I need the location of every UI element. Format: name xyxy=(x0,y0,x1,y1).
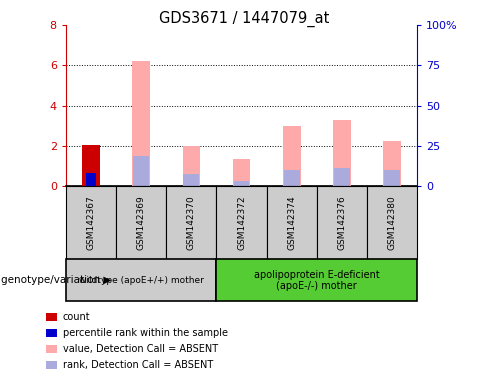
Bar xyxy=(283,126,301,186)
Text: GSM142374: GSM142374 xyxy=(287,195,296,250)
Bar xyxy=(384,141,401,186)
Bar xyxy=(234,180,249,186)
Bar xyxy=(333,120,351,186)
Bar xyxy=(284,170,300,186)
Text: GSM142380: GSM142380 xyxy=(387,195,397,250)
Bar xyxy=(132,61,150,186)
Bar xyxy=(183,146,200,186)
Text: GSM142370: GSM142370 xyxy=(187,195,196,250)
Text: count: count xyxy=(63,312,91,322)
Text: percentile rank within the sample: percentile rank within the sample xyxy=(63,328,228,338)
Bar xyxy=(384,170,400,186)
Bar xyxy=(334,169,350,186)
Bar xyxy=(86,173,96,186)
Bar xyxy=(233,159,250,186)
Bar xyxy=(82,145,100,186)
Bar xyxy=(183,174,199,186)
Bar xyxy=(133,156,149,186)
Text: wildtype (apoE+/+) mother: wildtype (apoE+/+) mother xyxy=(79,276,203,285)
Text: GSM142372: GSM142372 xyxy=(237,195,246,250)
Text: value, Detection Call = ABSENT: value, Detection Call = ABSENT xyxy=(63,344,218,354)
Text: GDS3671 / 1447079_at: GDS3671 / 1447079_at xyxy=(159,11,329,27)
Text: GSM142369: GSM142369 xyxy=(137,195,146,250)
Text: GSM142376: GSM142376 xyxy=(337,195,346,250)
Text: genotype/variation ▶: genotype/variation ▶ xyxy=(1,275,111,285)
Text: rank, Detection Call = ABSENT: rank, Detection Call = ABSENT xyxy=(63,360,213,370)
Text: apolipoprotein E-deficient
(apoE-/-) mother: apolipoprotein E-deficient (apoE-/-) mot… xyxy=(254,270,380,291)
Text: GSM142367: GSM142367 xyxy=(86,195,96,250)
